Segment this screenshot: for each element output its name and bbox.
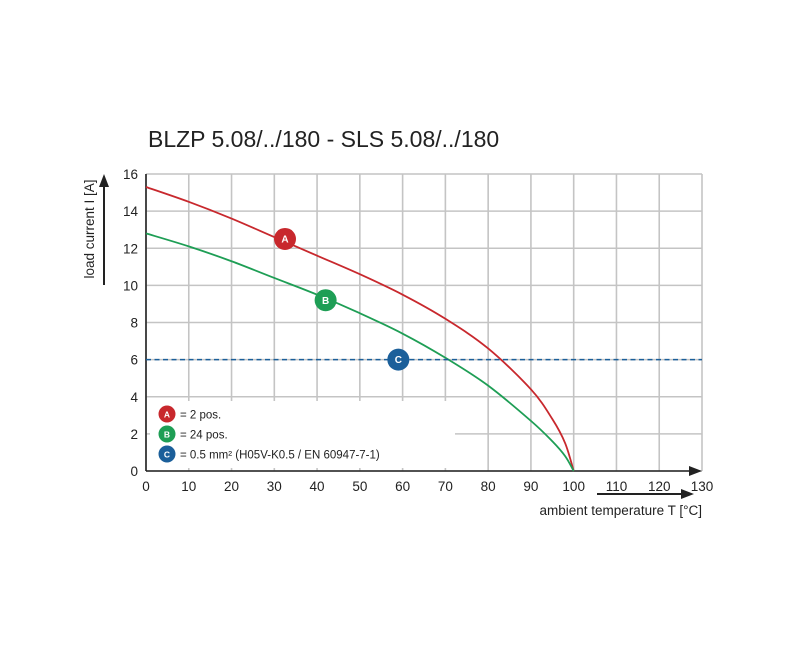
legend: A = 2 pos. B = 24 pos. C = 0.5 mm² (H05V-K0.5… (158, 405, 380, 463)
y-axis-label: load current I [A] (82, 179, 97, 278)
series-line-a (145, 186, 575, 472)
series-marker-label-a: A (281, 235, 288, 246)
x-tick-label: 70 (438, 479, 453, 494)
y-tick-label: 14 (123, 204, 139, 219)
x-tick-label: 20 (224, 479, 239, 494)
y-tick-label: 12 (123, 241, 138, 256)
legend-marker-label-a: A (164, 409, 170, 419)
legend-marker-label-b: B (164, 429, 170, 439)
series-marker-label-c: C (395, 355, 402, 366)
y-tick-label: 6 (130, 353, 138, 368)
y-label-arrow-head (99, 174, 109, 187)
x-tick-label: 90 (523, 479, 538, 494)
x-tick-label: 130 (691, 479, 714, 494)
x-tick-label: 80 (481, 479, 496, 494)
y-tick-label: 2 (130, 427, 138, 442)
x-tick-label: 30 (267, 479, 282, 494)
legend-marker-c (158, 445, 176, 463)
x-tick-label: 100 (562, 479, 585, 494)
y-tick-label: 0 (130, 464, 138, 479)
series-line-b (145, 232, 575, 472)
legend-marker-label-c: C (164, 449, 170, 459)
x-tick-label: 10 (181, 479, 196, 494)
x-tick-label: 120 (648, 479, 671, 494)
y-tick-label: 16 (123, 167, 138, 182)
legend-entry-c: = 0.5 mm² (H05V-K0.5 / EN 60947-7-1) (180, 450, 380, 462)
axes: 0 10 20 30 40 50 60 70 80 90 100 110 120 130 0 2 4 6 8 10 12… (82, 167, 713, 518)
x-axis-arrow (689, 466, 702, 476)
x-tick-label: 50 (352, 479, 367, 494)
legend-entry-b: = 24 pos. (180, 430, 228, 442)
series-marker-c (387, 348, 410, 371)
x-tick-label: 40 (310, 479, 325, 494)
y-tick-label: 4 (130, 390, 138, 405)
x-label-arrow-head (681, 489, 694, 499)
x-tick-label: 110 (606, 479, 628, 494)
chart-title: BLZP 5.08/../180 - SLS 5.08/../180 (148, 126, 500, 152)
series-marker-label-b: B (322, 296, 329, 307)
grid (145, 173, 703, 472)
legend-background (150, 401, 455, 468)
legend-marker-a (158, 405, 176, 423)
x-tick-label: 60 (395, 479, 410, 494)
y-tick-label: 8 (130, 316, 138, 331)
legend-marker-b (158, 425, 176, 443)
series-marker-a (274, 227, 296, 250)
series-marker-b (314, 289, 337, 312)
x-axis-label: ambient temperature T [°C] (540, 503, 702, 518)
legend-entry-a: = 2 pos. (180, 410, 221, 422)
x-tick-label: 0 (142, 479, 150, 494)
series-layer: ABC (145, 186, 702, 472)
y-tick-label: 10 (123, 278, 138, 293)
